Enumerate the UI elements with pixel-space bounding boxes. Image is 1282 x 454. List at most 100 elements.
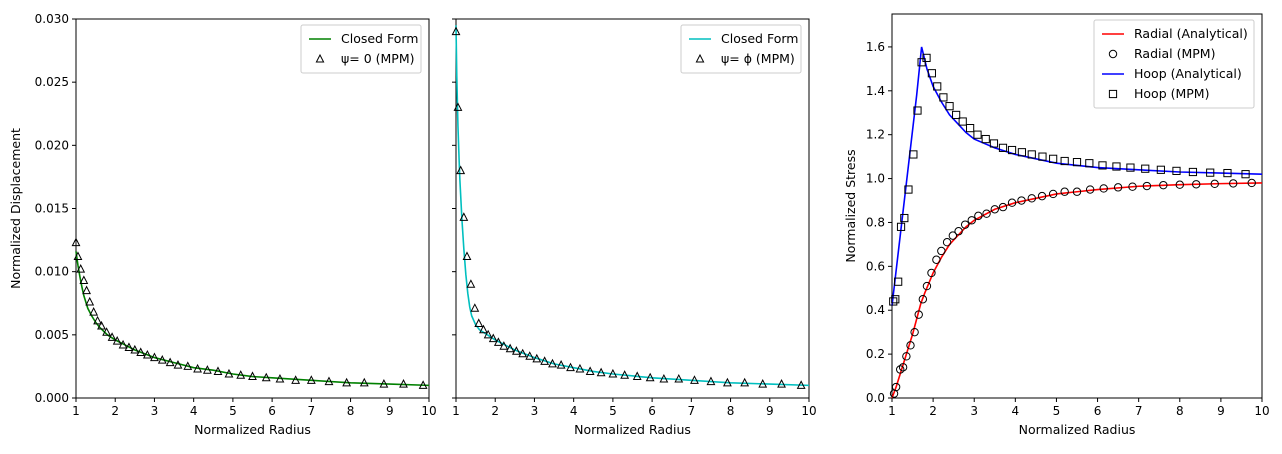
legend-box <box>300 24 422 74</box>
data-point <box>157 355 167 364</box>
x-tick-label: 2 <box>491 404 499 418</box>
data-point <box>193 363 203 373</box>
legend-label: ψ= ϕ (MPM) <box>721 51 795 66</box>
y-tick-label: 1.0 <box>866 172 885 186</box>
data-point <box>982 209 991 218</box>
data-point <box>1085 159 1094 168</box>
data-point <box>306 375 316 384</box>
data-point <box>548 358 557 368</box>
data-point <box>777 379 786 388</box>
x-axis-label: Normalized Radius <box>194 422 311 437</box>
data-point <box>960 220 970 229</box>
data-point <box>532 353 542 363</box>
data-point <box>922 53 931 62</box>
data-point <box>796 380 806 389</box>
data-point <box>1072 187 1082 196</box>
data-point <box>1037 191 1047 201</box>
data-point <box>1048 189 1058 199</box>
data-point <box>525 351 535 360</box>
x-tick-label: 1 <box>72 404 80 418</box>
y-axis-label: Normalized Displacement <box>8 128 23 289</box>
data-point <box>706 376 716 386</box>
y-tick-label: 1.6 <box>866 40 885 54</box>
legend-label: Closed Form <box>721 31 798 46</box>
legend-label: Closed Form <box>341 31 418 46</box>
data-point <box>898 363 908 372</box>
chart-2: 1 2 3 4 5 6 7 8 9 10 Normalized Radius Closed Form ψ… <box>451 18 817 437</box>
x-tick-label: 6 <box>648 404 656 418</box>
data-point <box>937 246 946 256</box>
data-point <box>466 279 476 288</box>
data-point <box>456 165 466 175</box>
data-point <box>894 277 903 286</box>
data-point <box>324 376 334 386</box>
data-point <box>948 231 958 240</box>
x-tick-label: 3 <box>970 404 978 418</box>
data-point <box>990 205 999 214</box>
data-point <box>945 102 954 111</box>
legend-marker-swatch <box>1108 89 1118 99</box>
series-1 <box>455 25 810 387</box>
data-point <box>896 365 905 374</box>
data-point <box>202 365 212 374</box>
data-point <box>89 306 99 316</box>
x-tick-label: 9 <box>386 404 394 418</box>
chart-3: 1 2 3 4 5 6 7 8 9 10 0.0 0.2 0.4 0.6 0.8 1.0 1.2 1.4 1.6 No… <box>843 13 1270 437</box>
y-tick-label: 0.0 <box>866 391 885 405</box>
data-point <box>1206 168 1215 177</box>
x-tick-label: 5 <box>229 404 237 418</box>
series-2 <box>451 26 806 389</box>
series-line <box>75 251 430 387</box>
data-point <box>966 124 975 133</box>
data-point <box>1098 161 1107 170</box>
data-point <box>459 212 469 221</box>
y-tick-label: 0.2 <box>866 347 885 361</box>
x-tick-label: 10 <box>421 404 436 418</box>
x-tick-label: 4 <box>1012 404 1020 418</box>
data-point <box>224 368 234 378</box>
data-point <box>493 337 503 346</box>
y-tick-label: 0.4 <box>866 303 885 317</box>
y-tick-label: 0.030 <box>35 12 69 26</box>
data-point <box>933 82 942 91</box>
data-point <box>275 373 285 383</box>
data-point <box>914 310 923 319</box>
data-point <box>909 150 918 159</box>
series-line <box>891 182 1263 399</box>
data-point <box>1007 198 1017 207</box>
data-point <box>470 303 480 312</box>
data-point <box>1142 181 1152 191</box>
x-tick-label: 6 <box>1094 404 1102 418</box>
data-point <box>451 26 461 36</box>
x-tick-label: 8 <box>347 404 355 418</box>
series-3 <box>891 46 1263 306</box>
data-point <box>954 227 963 236</box>
data-point <box>399 379 408 388</box>
data-point <box>488 333 498 343</box>
data-point <box>1229 179 1238 188</box>
data-point <box>93 315 102 325</box>
legend-marker-swatch <box>315 53 325 63</box>
y-tick-label: 0.025 <box>35 75 69 89</box>
y-axis-label: Normalized Stress <box>843 149 858 262</box>
series-line <box>455 25 810 387</box>
data-point <box>889 297 898 306</box>
data-point <box>82 285 92 295</box>
legend-label: ψ= 0 (MPM) <box>341 51 414 66</box>
data-point <box>79 275 89 285</box>
data-point <box>906 341 915 350</box>
data-point <box>1210 179 1219 189</box>
data-point <box>1241 170 1250 179</box>
data-point <box>1017 148 1027 157</box>
data-point <box>173 360 183 369</box>
x-tick-label: 7 <box>308 404 316 418</box>
x-tick-label: 2 <box>929 404 937 418</box>
data-point <box>998 143 1008 152</box>
data-point <box>291 375 301 384</box>
data-point <box>118 339 128 349</box>
y-tick-label: 0.6 <box>866 259 885 273</box>
data-point <box>891 382 901 392</box>
data-point <box>1223 168 1232 178</box>
data-point <box>722 377 732 387</box>
